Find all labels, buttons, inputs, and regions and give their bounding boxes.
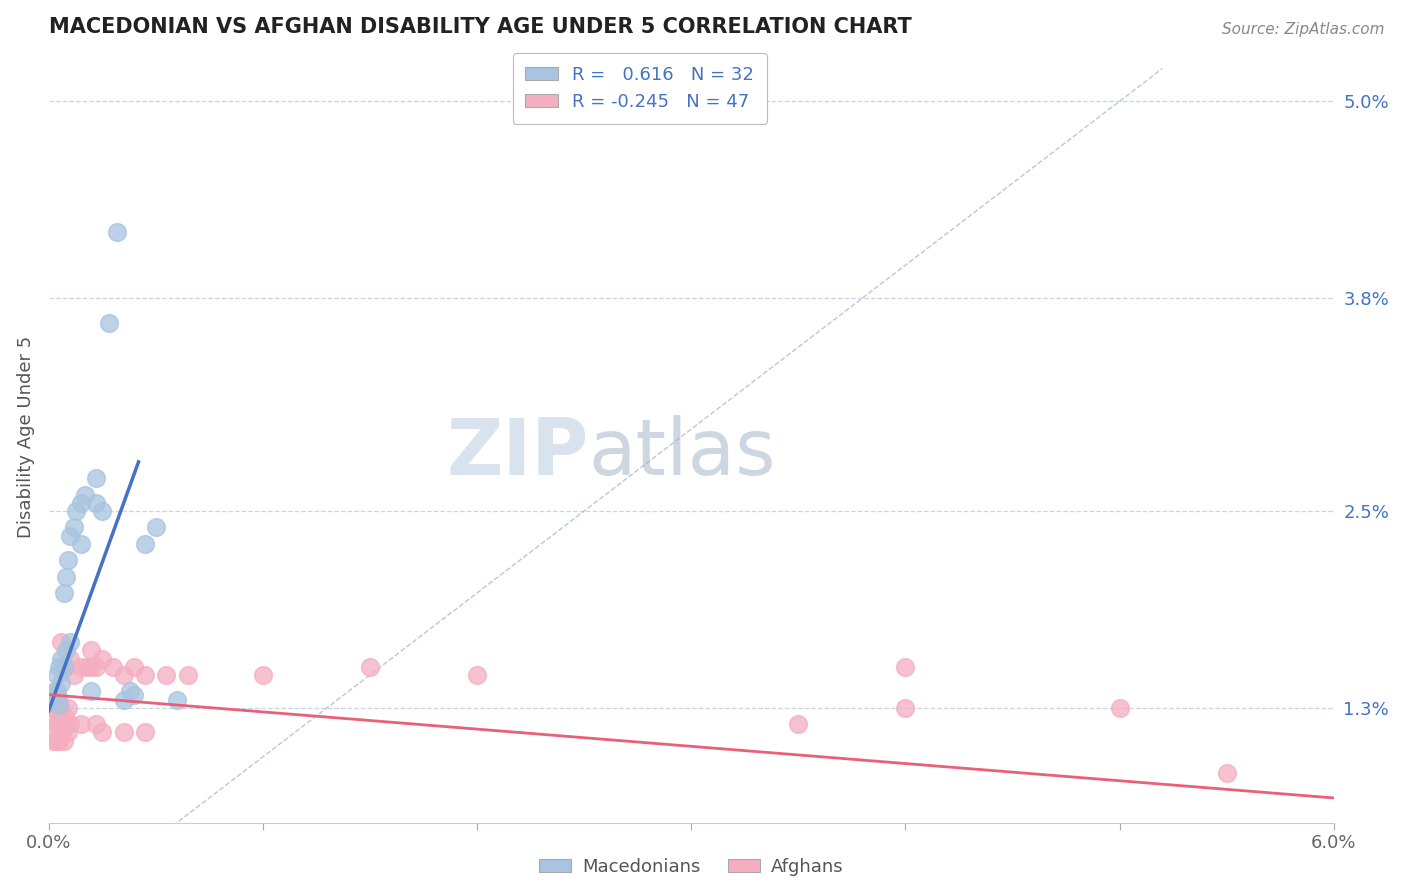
Point [59, 529, 82, 543]
Point [59, 635, 82, 649]
Point [56, 553, 79, 567]
Point [166, 692, 188, 706]
Point [134, 725, 156, 739]
Point [69, 496, 91, 510]
Point [80, 643, 103, 657]
Point [101, 660, 124, 674]
Point [48, 692, 70, 706]
Point [52, 660, 75, 674]
Point [44, 725, 66, 739]
Point [55, 569, 77, 583]
Point [52, 733, 75, 747]
Y-axis label: Disability Age Under 5: Disability Age Under 5 [17, 336, 35, 539]
Point [112, 725, 135, 739]
Point [112, 668, 135, 682]
Point [46, 733, 69, 747]
Point [44, 700, 66, 714]
Point [134, 537, 156, 551]
Point [48, 709, 70, 723]
Point [46, 717, 69, 731]
Point [91, 725, 114, 739]
Point [118, 684, 141, 698]
Point [55, 717, 77, 731]
Point [91, 651, 114, 665]
Point [55, 643, 77, 657]
Point [56, 725, 79, 739]
Point [52, 709, 75, 723]
Point [51, 651, 73, 665]
Point [1108, 700, 1130, 714]
Point [252, 668, 274, 682]
Point [59, 717, 82, 731]
Point [42, 733, 65, 747]
Point [1215, 766, 1237, 780]
Point [91, 504, 114, 518]
Point [122, 660, 145, 674]
Point [48, 660, 70, 674]
Point [56, 700, 79, 714]
Legend: Macedonians, Afghans: Macedonians, Afghans [531, 850, 851, 883]
Point [46, 684, 69, 698]
Point [51, 676, 73, 690]
Point [42, 709, 65, 723]
Text: atlas: atlas [588, 415, 776, 491]
Point [80, 684, 103, 698]
Point [51, 725, 73, 739]
Point [84, 660, 107, 674]
Point [84, 717, 107, 731]
Point [65, 504, 87, 518]
Point [73, 488, 96, 502]
Point [84, 496, 107, 510]
Point [42, 692, 65, 706]
Point [465, 668, 488, 682]
Point [51, 700, 73, 714]
Point [63, 668, 86, 682]
Point [69, 660, 91, 674]
Point [52, 586, 75, 600]
Point [122, 688, 145, 702]
Point [76, 660, 98, 674]
Point [145, 520, 167, 534]
Point [84, 471, 107, 485]
Point [787, 717, 810, 731]
Point [177, 668, 200, 682]
Point [59, 651, 82, 665]
Point [51, 635, 73, 649]
Point [894, 660, 917, 674]
Point [63, 520, 86, 534]
Text: MACEDONIAN VS AFGHAN DISABILITY AGE UNDER 5 CORRELATION CHART: MACEDONIAN VS AFGHAN DISABILITY AGE UNDE… [49, 17, 911, 37]
Point [69, 717, 91, 731]
Point [894, 700, 917, 714]
Point [55, 660, 77, 674]
Point [69, 537, 91, 551]
Point [46, 688, 69, 702]
Point [134, 668, 156, 682]
Point [80, 660, 103, 674]
Point [48, 733, 70, 747]
Point [359, 660, 381, 674]
Point [48, 698, 70, 712]
Point [105, 226, 128, 240]
Point [155, 668, 177, 682]
Point [112, 692, 135, 706]
Text: ZIP: ZIP [446, 415, 588, 491]
Point [44, 684, 66, 698]
Text: Source: ZipAtlas.com: Source: ZipAtlas.com [1222, 22, 1385, 37]
Point [97, 316, 120, 330]
Point [46, 668, 69, 682]
